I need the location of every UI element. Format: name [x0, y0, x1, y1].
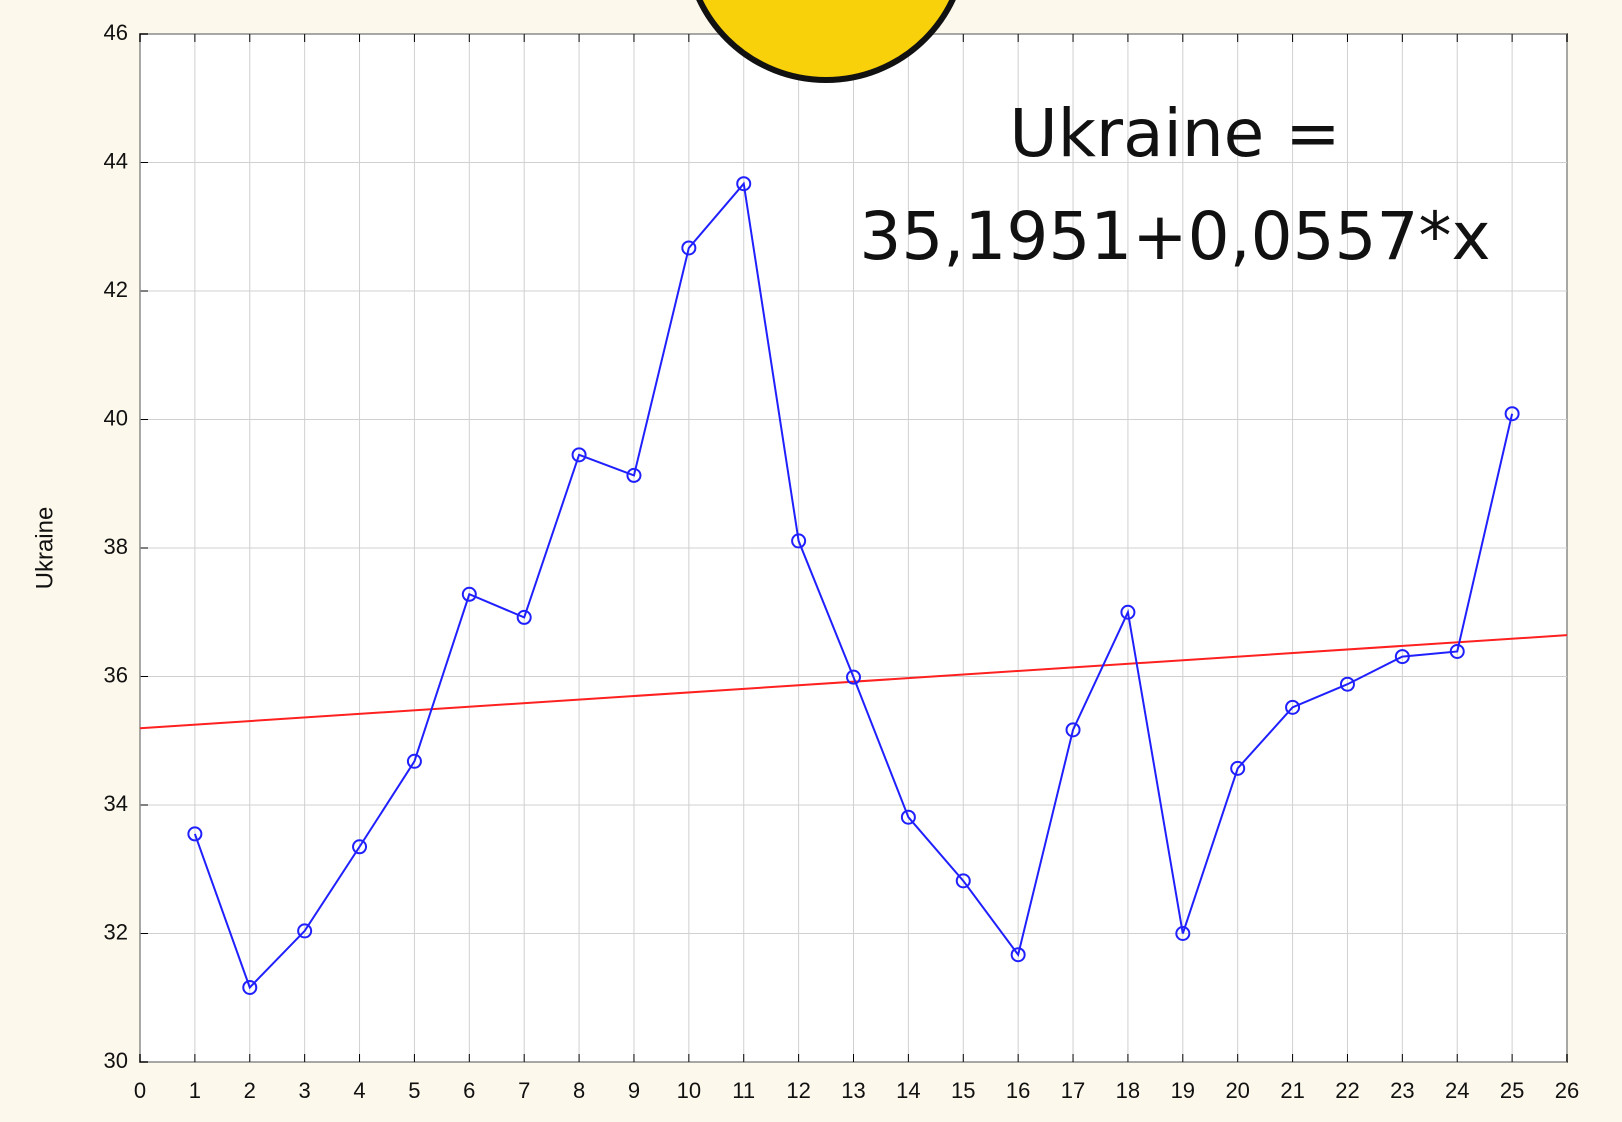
y-tick-label: 40: [104, 405, 128, 430]
x-tick-label: 23: [1390, 1078, 1414, 1103]
x-tick-label: 21: [1280, 1078, 1304, 1103]
x-tick-label: 25: [1500, 1078, 1524, 1103]
x-tick-label: 17: [1061, 1078, 1085, 1103]
y-tick-label: 30: [104, 1048, 128, 1073]
x-tick-label: 20: [1225, 1078, 1249, 1103]
x-tick-label: 10: [677, 1078, 701, 1103]
y-axis-label: Ukraine: [31, 507, 58, 590]
x-tick-label: 7: [518, 1078, 530, 1103]
y-tick-label: 46: [104, 20, 128, 45]
x-tick-label: 2: [244, 1078, 256, 1103]
x-tick-label: 6: [463, 1078, 475, 1103]
annotation: Ukraine =: [1009, 95, 1340, 172]
x-tick-label: 16: [1006, 1078, 1030, 1103]
x-tick-label: 12: [786, 1078, 810, 1103]
x-tick-label: 13: [841, 1078, 865, 1103]
x-tick-label: 4: [353, 1078, 365, 1103]
x-tick-label: 14: [896, 1078, 920, 1103]
x-tick-label: 19: [1171, 1078, 1195, 1103]
x-tick-label: 3: [299, 1078, 311, 1103]
y-tick-label: 38: [104, 534, 128, 559]
x-tick-label: 24: [1445, 1078, 1469, 1103]
x-tick-label: 1: [189, 1078, 201, 1103]
x-tick-label: 18: [1116, 1078, 1140, 1103]
y-tick-label: 42: [104, 277, 128, 302]
x-tick-label: 9: [628, 1078, 640, 1103]
x-tick-label: 11: [732, 1078, 755, 1103]
x-tick-label: 15: [951, 1078, 975, 1103]
annotation: 35,1951+0,0557*x: [859, 198, 1490, 275]
x-tick-label: 22: [1335, 1078, 1359, 1103]
y-tick-label: 44: [104, 148, 128, 173]
chart: 3032343638404244460123456789101112131415…: [0, 0, 1622, 1122]
y-tick-label: 34: [104, 791, 128, 816]
y-tick-label: 32: [104, 919, 128, 944]
y-tick-label: 36: [104, 662, 128, 687]
x-tick-label: 26: [1555, 1078, 1579, 1103]
x-tick-label: 8: [573, 1078, 585, 1103]
x-tick-label: 0: [134, 1078, 146, 1103]
x-tick-label: 5: [408, 1078, 420, 1103]
